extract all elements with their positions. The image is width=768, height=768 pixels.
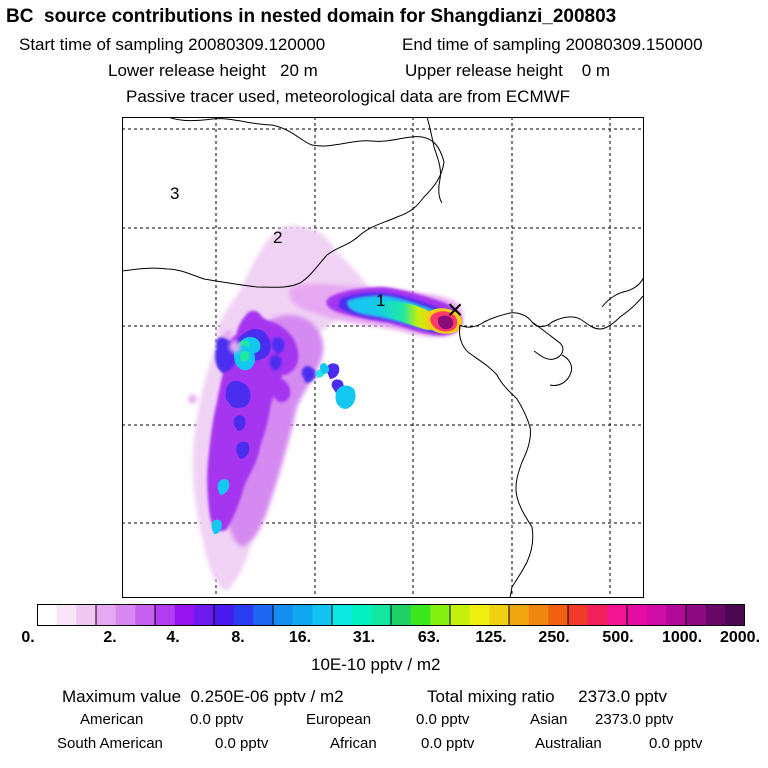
total-mixing-ratio-text: Total mixing ratio 2373.0 pptv (427, 687, 668, 706)
colorbar-cell (351, 604, 372, 626)
colorbar-tick-0: 0. (21, 629, 35, 646)
colorbar-cell (214, 604, 235, 626)
colorbar-cell (174, 604, 195, 626)
colorbar-cell (686, 604, 707, 626)
region-name-asian: Asian (530, 711, 568, 728)
colorbar-cell (627, 604, 648, 626)
upper-release-height-text: Upper release height 0 m (405, 61, 611, 80)
colorbar-cell (568, 604, 589, 626)
coastlines (122, 117, 644, 598)
colorbar-cell (410, 604, 431, 626)
end-time-text: End time of sampling 20080309.150000 (402, 35, 703, 54)
colorbar (37, 604, 745, 626)
colorbar-cell (391, 604, 412, 626)
colorbar-cell (509, 604, 530, 626)
region-value-asian: 2373.0 pptv (595, 711, 674, 728)
colorbar-tick-6: 63. (417, 629, 441, 646)
colorbar-cell (253, 604, 274, 626)
colorbar-tick-4: 16. (288, 629, 312, 646)
colorbar-cell (194, 604, 215, 626)
region-label-2: 2 (273, 228, 282, 247)
region-name-south-american: South American (57, 735, 163, 752)
colorbar-tick-8: 250. (538, 629, 570, 646)
colorbar-cell (115, 604, 136, 626)
lower-release-height-text: Lower release height 20 m (108, 61, 318, 80)
region-value-australian: 0.0 pptv (649, 735, 703, 752)
colorbar-frame (37, 604, 745, 626)
max-value-text: Maximum value 0.250E-06 pptv / m2 (62, 687, 344, 706)
colorbar-cell (705, 604, 726, 626)
colorbar-cell (725, 604, 745, 626)
region-value-african: 0.0 pptv (421, 735, 475, 752)
colorbar-cell (666, 604, 687, 626)
region-value-south-american: 0.0 pptv (215, 735, 269, 752)
region-label-1: 1 (376, 291, 385, 310)
colorbar-cell (76, 604, 97, 626)
colorbar-cell (371, 604, 392, 626)
region-value-european: 0.0 pptv (416, 711, 470, 728)
colorbar-tick-10: 1000. (661, 629, 703, 646)
region-name-african: African (330, 735, 377, 752)
region-label-3: 3 (170, 184, 179, 203)
colorbar-cell (233, 604, 254, 626)
colorbar-cell (56, 604, 77, 626)
colorbar-cell (135, 604, 156, 626)
start-time-text: Start time of sampling 20080309.120000 (19, 35, 326, 54)
region-name-american: American (80, 711, 144, 728)
colorbar-cell (548, 604, 569, 626)
colorbar-cell (489, 604, 510, 626)
region-name-european: European (306, 711, 372, 728)
map-panel: 3 2 1 × (122, 117, 644, 598)
colorbar-cell (96, 604, 117, 626)
receptor-marker: × (447, 294, 463, 325)
colorbar-cell (332, 604, 353, 626)
region-value-american: 0.0 pptv (190, 711, 244, 728)
colorbar-cell (273, 604, 294, 626)
colorbar-cell (528, 604, 549, 626)
colorbar-cell (587, 604, 608, 626)
colorbar-cell (646, 604, 667, 626)
colorbar-cell (469, 604, 490, 626)
colorbar-tick-3: 8. (231, 629, 245, 646)
colorbar-cell (450, 604, 471, 626)
colorbar-cell (312, 604, 333, 626)
colorbar-units: 10E-10 pptv / m2 (311, 655, 441, 674)
cyan-patches (233, 345, 356, 409)
colorbar-cell (37, 604, 58, 626)
colorbar-tick-9: 500. (602, 629, 634, 646)
colorbar-cell (430, 604, 451, 626)
colorbar-cell (155, 604, 176, 626)
colorbar-cell (292, 604, 313, 626)
colorbar-cell (607, 604, 628, 626)
colorbar-tick-2: 4. (166, 629, 180, 646)
colorbar-tick-11: 2000. (719, 629, 761, 646)
colorbar-tick-7: 125. (475, 629, 507, 646)
northern-plume-hot (371, 301, 462, 334)
map-title: BC source contributions in nested domain… (6, 6, 617, 27)
region-name-australian: Australian (535, 735, 602, 752)
colorbar-tick-1: 2. (103, 629, 117, 646)
colorbar-tick-5: 31. (352, 629, 376, 646)
tracer-note-text: Passive tracer used, meteorological data… (126, 87, 571, 106)
